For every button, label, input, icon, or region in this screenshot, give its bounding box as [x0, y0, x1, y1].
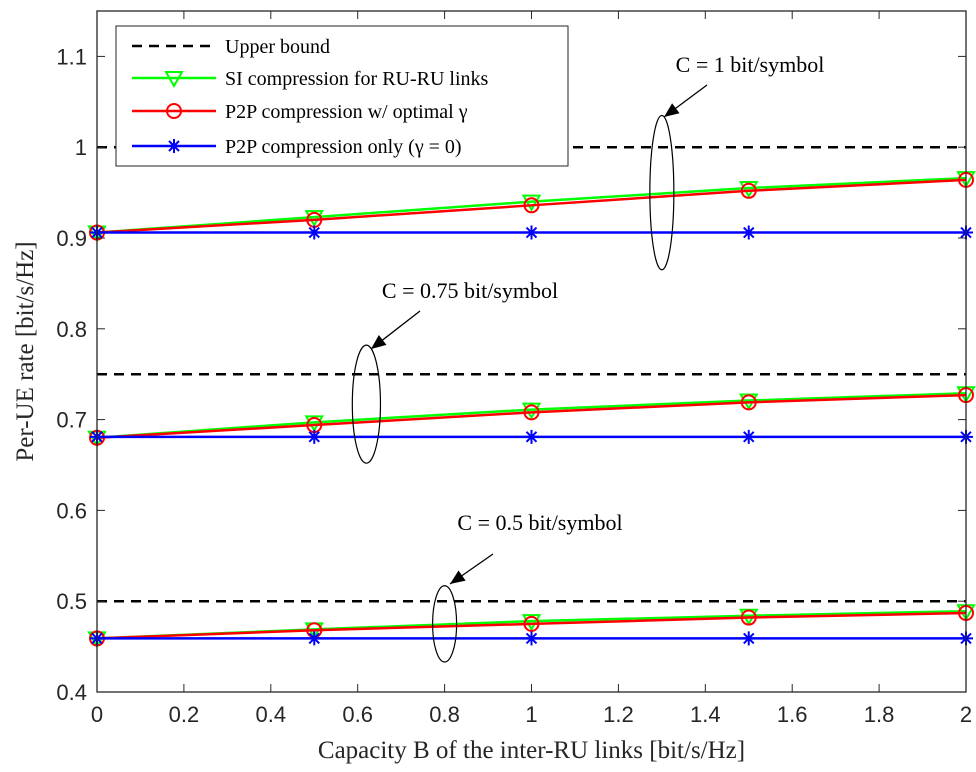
- annotations: C = 1 bit/symbol C = 0.75 bit/symbol C = 0…: [351, 52, 825, 663]
- data-point-3-1-3: [741, 429, 756, 444]
- data-point-3-1-2: [524, 429, 539, 444]
- series-line-1-group-0: [96, 176, 967, 234]
- legend-marker-3: [167, 139, 181, 153]
- data-point-1-1-2: [521, 402, 542, 420]
- series-line-2-group-0: [96, 178, 967, 234]
- data-point-3-2-1: [307, 631, 322, 646]
- y-tick-label: 1.1: [56, 44, 87, 69]
- x-tick-label: 1: [525, 702, 537, 727]
- data-point-2-1-3: [740, 394, 757, 411]
- annotation-label: C = 0.75 bit/symbol: [382, 278, 558, 303]
- data-point-2-0-2: [523, 197, 540, 214]
- axis-ticks: 0 0.2 0.4 0.6 0.8 1 1.2 1.4 1.6 1.8 2 0.4 0.5 0.6 0.7 0…: [56, 11, 972, 727]
- data-point-3-0-3: [741, 225, 756, 240]
- annotation-ellipse: [649, 114, 675, 271]
- data-point-2-1-2: [523, 404, 540, 421]
- annotation-ellipse: [432, 585, 458, 663]
- data-point-3-2-2: [524, 631, 539, 646]
- x-tick-label: 1.4: [690, 702, 721, 727]
- data-point-1-1-1: [304, 415, 324, 433]
- data-point-2-2-2: [523, 615, 540, 632]
- legend-marker-1: [164, 71, 184, 89]
- annotation-arrowhead: [664, 103, 680, 117]
- x-tick-label: 0: [91, 702, 103, 727]
- y-tick-label: 0.8: [56, 317, 87, 342]
- legend-label-0: Upper bound: [225, 36, 330, 58]
- x-axis-label: Capacity B of the inter-RU links [bit/s/…: [318, 737, 745, 764]
- series-line-2-group-1: [96, 393, 967, 440]
- annotation-arrowhead: [450, 570, 466, 584]
- x-tick-label: 1.6: [777, 702, 808, 727]
- y-tick-label: 1: [75, 135, 87, 160]
- annotation-label: C = 1 bit/symbol: [676, 52, 825, 77]
- annotation-label: C = 0.5 bit/symbol: [457, 510, 622, 535]
- plot-marks: [87, 145, 976, 649]
- x-tick-label: 0.2: [169, 702, 200, 727]
- data-point-1-0-3: [739, 181, 759, 199]
- x-tick-label: 0.4: [256, 702, 287, 727]
- data-point-3-0-2: [524, 225, 539, 240]
- data-point-2-2-3: [740, 609, 757, 626]
- data-point-3-0-1: [307, 225, 322, 240]
- y-tick-label: 0.7: [56, 408, 87, 433]
- x-tick-label: 2: [960, 702, 972, 727]
- data-point-2-0-3: [740, 182, 757, 199]
- x-tick-label: 0.6: [342, 702, 373, 727]
- legend-label-1: SI compression for RU-RU links: [225, 68, 489, 90]
- legend-label-3: P2P compression only (γ = 0): [225, 136, 462, 158]
- data-point-1-2-2: [521, 614, 542, 632]
- data-point-1-0-2: [521, 194, 542, 212]
- data-point-1-0-1: [304, 210, 324, 228]
- y-tick-label: 0.5: [56, 589, 87, 614]
- data-point-3-1-1: [307, 429, 322, 444]
- y-tick-label: 0.4: [56, 680, 87, 705]
- series-line-2-group-2: [96, 611, 967, 640]
- x-tick-label: 0.8: [429, 702, 460, 727]
- annotation-arrowhead: [371, 335, 387, 349]
- series-line-1-group-1: [96, 392, 967, 440]
- y-tick-label: 0.6: [56, 498, 87, 523]
- legend-marker-2: [166, 103, 182, 119]
- x-tick-label: 1.2: [603, 702, 634, 727]
- data-point-3-2-3: [741, 631, 756, 646]
- annotation-ellipse: [351, 344, 382, 464]
- legend: Upper bound SI compression for RU-RU link…: [115, 25, 569, 167]
- legend-label-2: P2P compression w/ optimal γ: [225, 101, 468, 123]
- y-tick-label: 0.9: [56, 226, 87, 251]
- x-tick-label: 1.8: [864, 702, 895, 727]
- legend-box: [115, 25, 569, 167]
- y-axis-label: Per-UE rate [bit/s/Hz]: [12, 241, 39, 461]
